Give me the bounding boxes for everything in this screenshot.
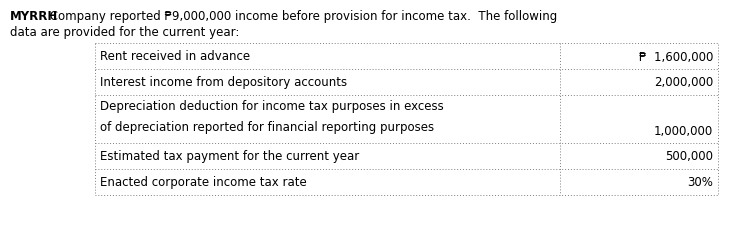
- Text: MYRRH: MYRRH: [10, 10, 58, 23]
- Text: 30%: 30%: [687, 176, 713, 189]
- Text: 1,000,000: 1,000,000: [653, 125, 713, 138]
- Text: 500,000: 500,000: [665, 150, 713, 163]
- Text: ₱  1,600,000: ₱ 1,600,000: [639, 50, 713, 63]
- Text: 2,000,000: 2,000,000: [653, 76, 713, 89]
- Text: Estimated tax payment for the current year: Estimated tax payment for the current ye…: [100, 150, 359, 163]
- Text: of depreciation reported for financial reporting purposes: of depreciation reported for financial r…: [100, 120, 434, 133]
- Text: data are provided for the current year:: data are provided for the current year:: [10, 26, 239, 39]
- Text: Interest income from depository accounts: Interest income from depository accounts: [100, 76, 347, 89]
- Bar: [95, 44, 718, 195]
- Text: Rent received in advance: Rent received in advance: [100, 50, 250, 63]
- Text: Depreciation deduction for income tax purposes in excess: Depreciation deduction for income tax pu…: [100, 99, 444, 112]
- Text: Company reported ₱9,000,000 income before provision for income tax.  The followi: Company reported ₱9,000,000 income befor…: [46, 10, 557, 23]
- Text: Enacted corporate income tax rate: Enacted corporate income tax rate: [100, 176, 307, 189]
